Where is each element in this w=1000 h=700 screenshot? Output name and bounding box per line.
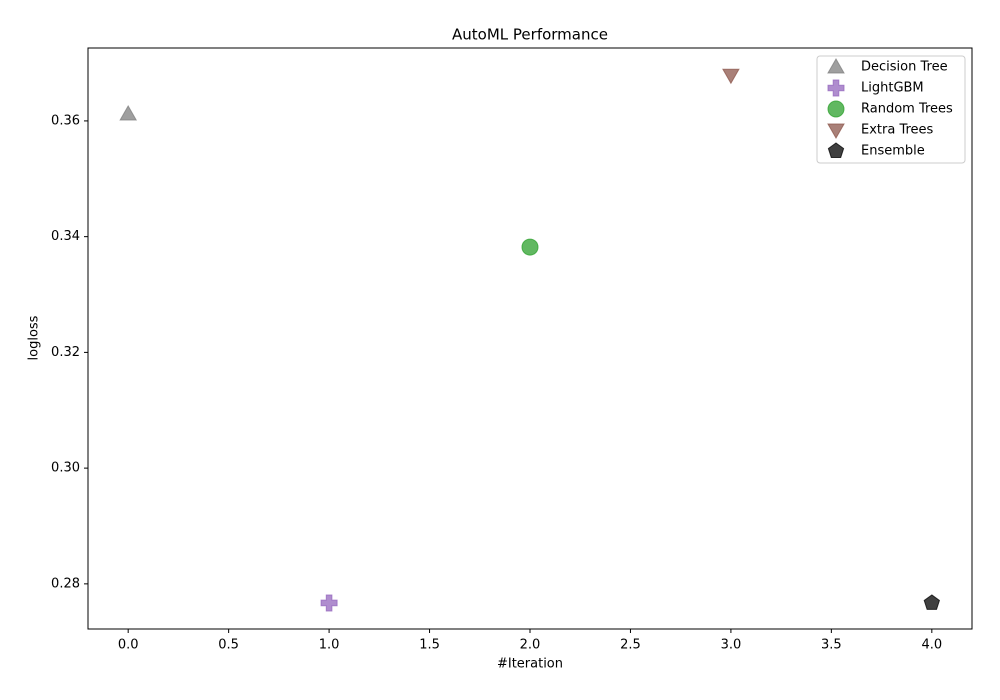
plot-frame — [87, 47, 973, 630]
legend-box — [816, 55, 966, 164]
point — [320, 594, 338, 612]
legend-marker — [827, 100, 845, 118]
x-tick-label: 1.5 — [419, 638, 440, 653]
legend-label: Extra Trees — [861, 123, 934, 138]
legend-label: Decision Tree — [861, 60, 948, 75]
y-tick-label: 0.34 — [51, 229, 80, 244]
point — [722, 68, 740, 85]
legend-marker — [827, 57, 845, 74]
legend-marker — [827, 142, 845, 158]
legend-marker — [827, 123, 845, 140]
x-tick-label: 3.0 — [721, 638, 742, 653]
legend-label: Ensemble — [861, 144, 925, 159]
x-tick-label: 4.0 — [921, 638, 942, 653]
point — [119, 104, 138, 121]
legend-label: LightGBM — [861, 81, 924, 96]
x-axis-label: #Iteration — [497, 657, 563, 672]
point — [923, 594, 941, 610]
x-tick-label: 2.5 — [620, 638, 641, 653]
point — [521, 238, 539, 256]
x-tick-label: 2.0 — [520, 638, 541, 653]
x-tick-label: 3.5 — [821, 638, 842, 653]
y-tick-label: 0.36 — [51, 113, 80, 128]
x-tick-label: 1.0 — [319, 638, 340, 653]
chart-title: AutoML Performance — [452, 26, 608, 44]
x-tick-label: 0.0 — [118, 638, 139, 653]
y-tick-label: 0.28 — [51, 576, 80, 591]
y-tick-label: 0.30 — [51, 461, 80, 476]
x-tick-label: 0.5 — [218, 638, 239, 653]
y-tick-label: 0.32 — [51, 345, 80, 360]
legend-label: Random Trees — [861, 102, 953, 117]
y-axis-label: logloss — [27, 315, 42, 360]
legend-marker — [827, 79, 845, 97]
